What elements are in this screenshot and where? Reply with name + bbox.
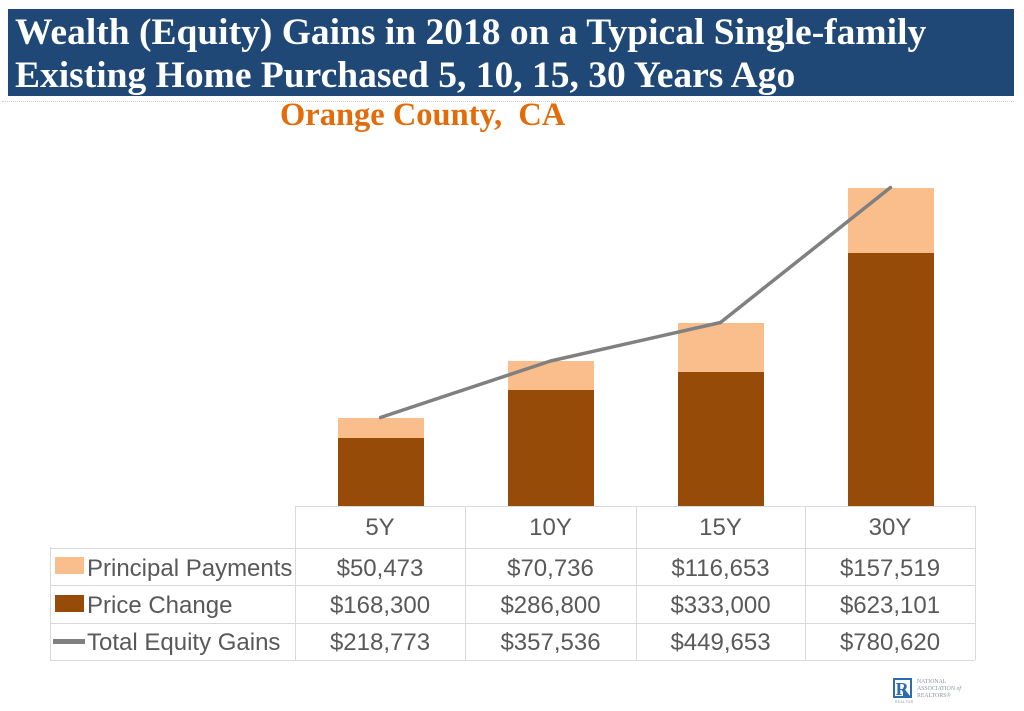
svg-text:REALTORS®: REALTORS®	[917, 692, 951, 699]
svg-text:NATIONAL: NATIONAL	[917, 679, 947, 685]
svg-text:REALTOR: REALTOR	[895, 700, 914, 704]
svg-text:ASSOCIATION of: ASSOCIATION of	[917, 685, 962, 692]
